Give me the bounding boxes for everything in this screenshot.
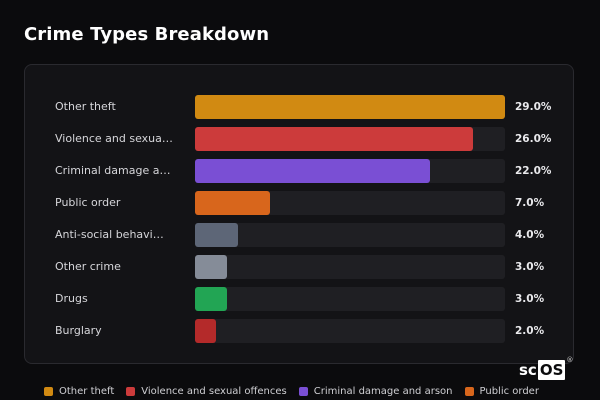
chart-legend: Other theft Violence and sexual offences C… [44,386,539,397]
bar [195,191,270,215]
registered-mark: ® [566,356,574,364]
category-label: Other theft [55,100,116,113]
value-label: 3.0% [515,293,545,305]
legend-label: Violence and sexual offences [141,386,287,397]
chart-card: Other theft 29.0% Violence and sexua… 26.0%… [24,64,574,364]
value-label: 29.0% [515,101,552,113]
bar-track [195,191,505,215]
bar-track [195,319,505,343]
category-label: Other crime [55,260,121,273]
bar-row: Drugs 3.0% [25,287,573,311]
value-label: 26.0% [515,133,552,145]
bar-row: Public order 7.0% [25,191,573,215]
value-label: 22.0% [515,165,552,177]
legend-label: Public order [479,386,539,397]
legend-item: Criminal damage and arson [298,386,453,397]
bar-track [195,159,505,183]
legend-swatch [126,387,136,396]
bar [195,159,431,183]
category-label: Anti-social behavi… [55,228,164,241]
category-label: Criminal damage an… [55,164,175,177]
bar-row: Burglary 2.0% [25,319,573,343]
value-label: 7.0% [515,197,545,209]
bar-track [195,95,505,119]
value-label: 3.0% [515,261,545,273]
bar-track [195,287,505,311]
category-label: Public order [55,196,121,209]
legend-item: Other theft [44,386,114,397]
bar [195,95,505,119]
category-label: Drugs [55,292,88,305]
bar-row: Other theft 29.0% [25,95,573,119]
logo-text-b: OS [537,360,566,380]
legend-label: Criminal damage and arson [313,386,453,397]
value-label: 4.0% [515,229,545,241]
brand-logo: sc OS ® [518,356,573,380]
bar-row: Other crime 3.0% [25,255,573,279]
legend-swatch [298,387,308,396]
bar [195,255,228,279]
bar [195,223,238,247]
logo-text-a: sc [519,361,537,379]
category-label: Violence and sexua… [55,132,173,145]
bar [195,319,217,343]
bar-track [195,223,505,247]
value-label: 2.0% [515,325,545,337]
chart-title: Crime Types Breakdown [24,24,270,45]
category-label: Burglary [55,324,102,337]
bar-row: Anti-social behavi… 4.0% [25,223,573,247]
legend-swatch [464,387,474,396]
bar-row: Violence and sexua… 26.0% [25,127,573,151]
bar-track [195,127,505,151]
legend-swatch [44,387,53,396]
legend-item: Public order [464,386,539,397]
legend-item: Violence and sexual offences [126,386,287,397]
bar [195,287,228,311]
bar-track [195,255,505,279]
bar-row: Criminal damage an… 22.0% [25,159,573,183]
legend-label: Other theft [59,386,115,397]
bar [195,127,473,151]
